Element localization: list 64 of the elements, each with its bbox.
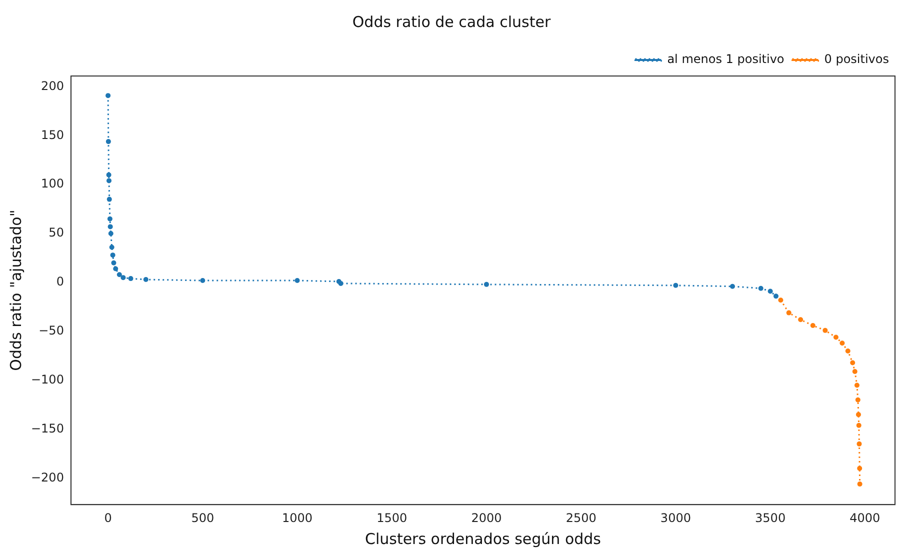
y-tick-label: 0	[56, 274, 64, 289]
point	[833, 334, 838, 340]
point	[798, 317, 804, 322]
point	[852, 369, 858, 374]
point	[106, 178, 112, 184]
point	[106, 139, 111, 144]
y-tick-label: 200	[41, 78, 64, 93]
point	[673, 282, 678, 288]
point	[128, 276, 134, 282]
point	[822, 328, 828, 333]
point	[143, 277, 148, 282]
point	[850, 360, 856, 366]
point	[758, 286, 764, 291]
point	[840, 340, 845, 346]
legend-label: al menos 1 positivo	[667, 52, 784, 66]
point	[200, 278, 206, 284]
point	[845, 348, 850, 354]
point	[786, 310, 792, 316]
point	[856, 412, 861, 418]
point	[111, 260, 116, 266]
x-tick-label: 1000	[282, 510, 313, 525]
point	[768, 288, 773, 294]
x-tick-label: 2000	[471, 510, 502, 525]
y-tick-label: 150	[41, 128, 64, 142]
y-tick-label: −100	[30, 372, 64, 386]
point	[810, 323, 816, 328]
point	[109, 244, 114, 250]
point	[106, 93, 111, 98]
y-tick-label: −150	[30, 421, 64, 436]
point	[484, 282, 489, 287]
point	[856, 422, 862, 428]
x-axis-title: Clusters ordenados según odds	[364, 530, 602, 548]
point	[108, 224, 113, 230]
y-tick-label: 50	[48, 226, 64, 240]
y-tick-label: −200	[30, 470, 64, 484]
x-tick-label: 3500	[755, 510, 786, 525]
point	[857, 466, 862, 471]
y-tick-label: 100	[41, 176, 64, 191]
point	[108, 231, 114, 236]
x-tick-label: 0	[104, 510, 112, 525]
x-tick-label: 2500	[566, 510, 596, 525]
point	[106, 196, 112, 202]
point	[773, 294, 778, 299]
point	[857, 482, 862, 487]
point	[107, 216, 112, 222]
point	[116, 272, 122, 278]
x-tick-label: 4000	[850, 510, 880, 525]
x-tick-label: 500	[191, 510, 214, 525]
point	[855, 397, 860, 402]
chart-title: Odds ratio de cada cluster	[352, 12, 552, 31]
y-axis-title: Odds ratio "ajustado"	[6, 210, 25, 371]
x-tick-label: 3000	[660, 510, 691, 525]
point	[854, 382, 860, 388]
point	[106, 172, 112, 178]
point	[120, 275, 126, 280]
point	[113, 266, 118, 272]
point	[856, 441, 862, 446]
point	[110, 252, 116, 258]
point	[778, 298, 784, 303]
x-tick-label: 1500	[376, 510, 408, 525]
y-tick-label: −50	[38, 324, 64, 338]
point	[730, 284, 735, 289]
legend-label: 0 positivos	[824, 52, 890, 66]
point	[294, 278, 300, 284]
